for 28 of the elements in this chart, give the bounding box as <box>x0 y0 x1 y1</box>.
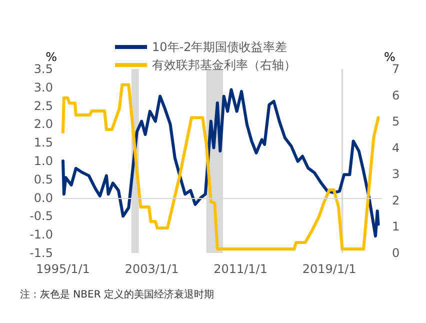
y-tick-label: 3.0 <box>34 80 53 94</box>
y-tick-label: -0.5 <box>30 209 53 224</box>
y-tick-label: 0.5 <box>34 172 53 186</box>
legend-label: 有效联邦基金利率（右轴） <box>152 58 296 72</box>
y-tick-label: 2.0 <box>34 117 53 132</box>
y2-tick-label: 2 <box>392 193 400 208</box>
y2-tick-label: 1 <box>392 220 400 234</box>
y-tick-label: 0.0 <box>34 190 53 205</box>
y-tick-label: 1.5 <box>34 136 53 150</box>
y-tick-label: 3.5 <box>34 62 53 76</box>
y2-tick-label: 5 <box>392 114 400 129</box>
y2-tick-label: 4 <box>392 140 400 155</box>
y-axis-title: % <box>46 50 57 64</box>
y-tick-label: -1.0 <box>30 228 53 242</box>
y-tick-label: 2.5 <box>34 98 53 113</box>
x-tick-label: 2003/1/1 <box>124 262 179 276</box>
y-tick-label: -1.5 <box>30 246 53 260</box>
x-tick-label: 2011/1/1 <box>214 262 268 276</box>
x-tick-label: 2019/1/1 <box>302 262 356 276</box>
x-tick-label: 1995/1/1 <box>36 262 90 276</box>
y-tick-label: 1.0 <box>34 154 53 168</box>
y2-tick-label: 3 <box>392 167 400 182</box>
y2-tick-label: 6 <box>392 88 400 102</box>
y2-tick-label: 0 <box>392 246 400 260</box>
y2-tick-label: 7 <box>392 62 400 76</box>
legend-label: 10年-2年期国债收益率差 <box>152 40 288 54</box>
text: 注：灰色是 NBER 定义的美国经济衰退时期 <box>20 288 214 300</box>
y2-axis-title: % <box>384 50 396 64</box>
